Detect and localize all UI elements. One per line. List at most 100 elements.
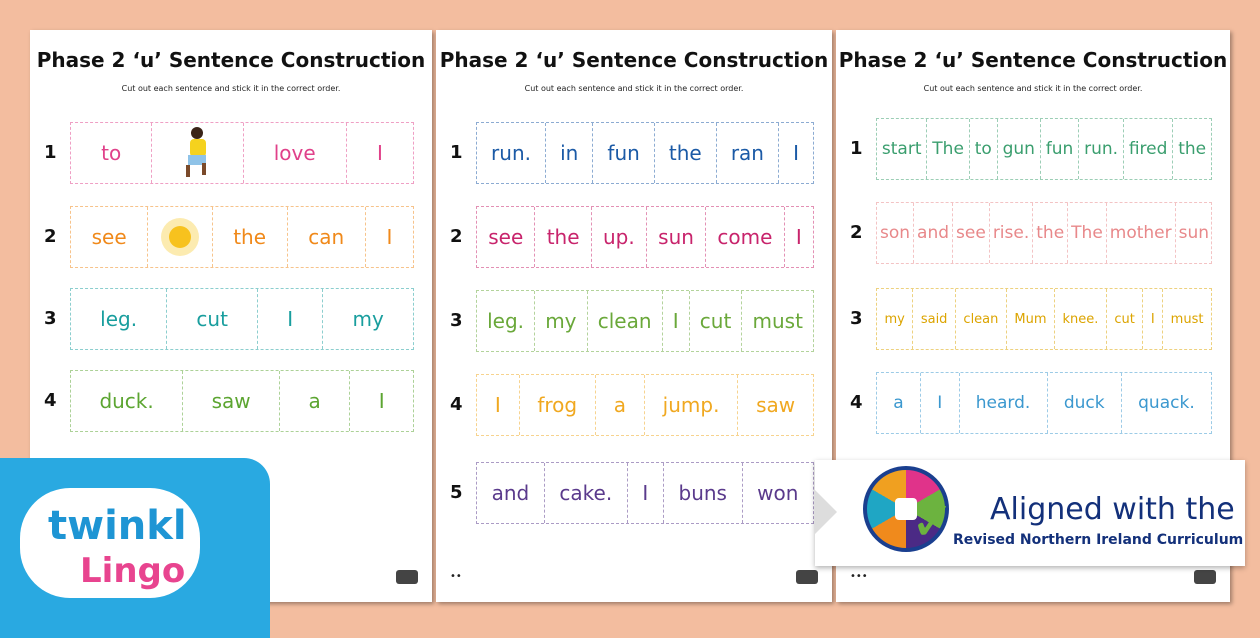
word-card[interactable]: gun bbox=[996, 119, 1040, 179]
word-card[interactable]: cut bbox=[166, 289, 257, 349]
row-number: 1 bbox=[850, 138, 863, 159]
row-number: 2 bbox=[44, 226, 57, 247]
word-card[interactable]: knee. bbox=[1054, 289, 1106, 349]
word-card[interactable]: run. bbox=[491, 141, 531, 165]
word-card[interactable]: a bbox=[594, 375, 644, 435]
word-card[interactable]: son bbox=[880, 223, 911, 243]
word-card[interactable]: sun bbox=[1174, 203, 1212, 263]
word-card[interactable]: won bbox=[741, 463, 813, 523]
word-card[interactable]: said bbox=[912, 289, 955, 349]
word-card[interactable]: mother bbox=[1105, 203, 1175, 263]
word-card[interactable]: up. bbox=[590, 207, 646, 267]
word-card[interactable]: fun bbox=[592, 123, 654, 183]
word-card[interactable]: I bbox=[494, 393, 501, 417]
word-card[interactable]: see bbox=[91, 225, 127, 249]
word-card[interactable]: the bbox=[534, 207, 590, 267]
row-number: 1 bbox=[44, 142, 57, 163]
word-card[interactable]: must bbox=[1162, 289, 1211, 349]
word-card[interactable]: I bbox=[919, 373, 959, 433]
word-card[interactable]: heard. bbox=[958, 373, 1047, 433]
logo-cloud bbox=[20, 488, 200, 598]
word-card[interactable]: clean bbox=[586, 291, 662, 351]
word-card[interactable]: cut bbox=[1105, 289, 1142, 349]
word-card[interactable]: duck. bbox=[99, 389, 154, 413]
word-card[interactable]: fun bbox=[1039, 119, 1078, 179]
word-card[interactable]: I bbox=[345, 123, 413, 183]
word-card[interactable]: must bbox=[741, 291, 813, 351]
page-dots: •• bbox=[450, 571, 462, 582]
word-card[interactable]: a bbox=[279, 371, 349, 431]
word-card[interactable]: I bbox=[1142, 289, 1162, 349]
worksheet-title: Phase 2 ‘u’ Sentence Construction bbox=[36, 48, 426, 72]
row-number: 4 bbox=[44, 390, 57, 411]
row-number: 2 bbox=[450, 226, 463, 247]
sentence-row: 2 see the can I bbox=[30, 206, 432, 268]
worksheet-instruction: Cut out each sentence and stick it in th… bbox=[923, 84, 1143, 93]
word-card[interactable]: quack. bbox=[1120, 373, 1211, 433]
badge-line1: Aligned with the bbox=[990, 492, 1235, 527]
word-card[interactable]: fired bbox=[1122, 119, 1172, 179]
word-card[interactable]: ran bbox=[715, 123, 778, 183]
word-card[interactable]: and bbox=[913, 203, 952, 263]
word-card[interactable]: jump. bbox=[643, 375, 737, 435]
word-card[interactable]: my bbox=[884, 311, 905, 327]
page-dots: ••• bbox=[850, 571, 868, 582]
word-card[interactable]: run. bbox=[1078, 119, 1123, 179]
word-card[interactable]: love bbox=[242, 123, 346, 183]
word-strip: see the up. sun come I bbox=[476, 206, 814, 268]
word-card[interactable]: I bbox=[349, 371, 413, 431]
picture-card bbox=[147, 207, 211, 267]
word-card[interactable]: clean bbox=[954, 289, 1006, 349]
word-card[interactable]: I bbox=[364, 207, 413, 267]
twinkl-footer-logo-icon bbox=[796, 570, 818, 584]
word-card[interactable]: come bbox=[705, 207, 783, 267]
word-card[interactable]: the bbox=[653, 123, 716, 183]
word-card[interactable]: I bbox=[661, 291, 689, 351]
word-card[interactable]: see bbox=[488, 225, 524, 249]
word-card[interactable]: leg. bbox=[487, 309, 525, 333]
word-card[interactable]: I bbox=[783, 207, 813, 267]
word-card[interactable]: I bbox=[778, 123, 813, 183]
word-card[interactable]: the bbox=[1172, 119, 1211, 179]
row-number: 3 bbox=[44, 308, 57, 329]
word-card[interactable]: leg. bbox=[100, 307, 138, 331]
word-card[interactable]: saw bbox=[182, 371, 279, 431]
word-card[interactable]: a bbox=[893, 393, 904, 413]
word-card[interactable]: start bbox=[881, 139, 922, 159]
word-card[interactable]: the bbox=[211, 207, 287, 267]
word-card[interactable]: rise. bbox=[988, 203, 1032, 263]
word-card[interactable]: Mum bbox=[1005, 289, 1054, 349]
word-card[interactable]: The bbox=[1067, 203, 1106, 263]
word-card[interactable]: can bbox=[286, 207, 365, 267]
word-card[interactable]: in bbox=[545, 123, 592, 183]
word-card[interactable]: to bbox=[968, 119, 997, 179]
logo-text-twinkl: twinkl bbox=[48, 503, 187, 549]
word-card[interactable]: duck bbox=[1046, 373, 1121, 433]
word-card[interactable]: cut bbox=[688, 291, 742, 351]
word-card[interactable]: The bbox=[926, 119, 968, 179]
word-card[interactable]: cake. bbox=[543, 463, 627, 523]
word-card[interactable]: I bbox=[257, 289, 322, 349]
word-card[interactable]: buns bbox=[662, 463, 742, 523]
word-card[interactable]: my bbox=[534, 291, 587, 351]
picture-card bbox=[151, 123, 242, 183]
word-card[interactable]: to bbox=[101, 141, 122, 165]
word-card[interactable]: see bbox=[952, 203, 989, 263]
curriculum-badge: ✓ Aligned with the Revised Northern Irel… bbox=[815, 460, 1245, 566]
word-card[interactable]: the bbox=[1032, 203, 1067, 263]
word-card[interactable]: and bbox=[491, 481, 530, 505]
word-card[interactable]: my bbox=[322, 289, 413, 349]
word-card[interactable]: frog bbox=[518, 375, 595, 435]
word-card[interactable]: sun bbox=[645, 207, 705, 267]
word-card[interactable]: I bbox=[626, 463, 663, 523]
sentence-row: 2 son and see rise. the The mother sun bbox=[836, 202, 1230, 264]
word-card[interactable]: saw bbox=[737, 375, 813, 435]
